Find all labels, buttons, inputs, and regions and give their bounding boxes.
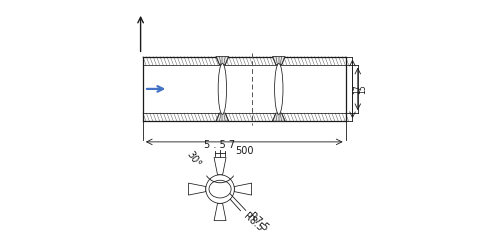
Polygon shape xyxy=(188,183,206,195)
Circle shape xyxy=(206,175,234,203)
Text: 5 . 5 7: 5 . 5 7 xyxy=(204,140,236,150)
Polygon shape xyxy=(272,57,285,65)
Ellipse shape xyxy=(218,64,226,114)
Text: 500: 500 xyxy=(235,146,254,156)
Text: 15: 15 xyxy=(358,84,367,94)
Text: R8.5: R8.5 xyxy=(241,211,264,234)
Text: R7.5: R7.5 xyxy=(246,211,270,233)
Ellipse shape xyxy=(274,64,283,114)
Text: 17: 17 xyxy=(353,84,362,94)
Polygon shape xyxy=(216,113,229,121)
Ellipse shape xyxy=(209,180,231,198)
Polygon shape xyxy=(214,203,226,221)
Polygon shape xyxy=(272,113,285,121)
Text: 30°: 30° xyxy=(184,149,202,169)
Polygon shape xyxy=(234,183,252,195)
Polygon shape xyxy=(214,158,226,175)
Polygon shape xyxy=(216,57,229,65)
